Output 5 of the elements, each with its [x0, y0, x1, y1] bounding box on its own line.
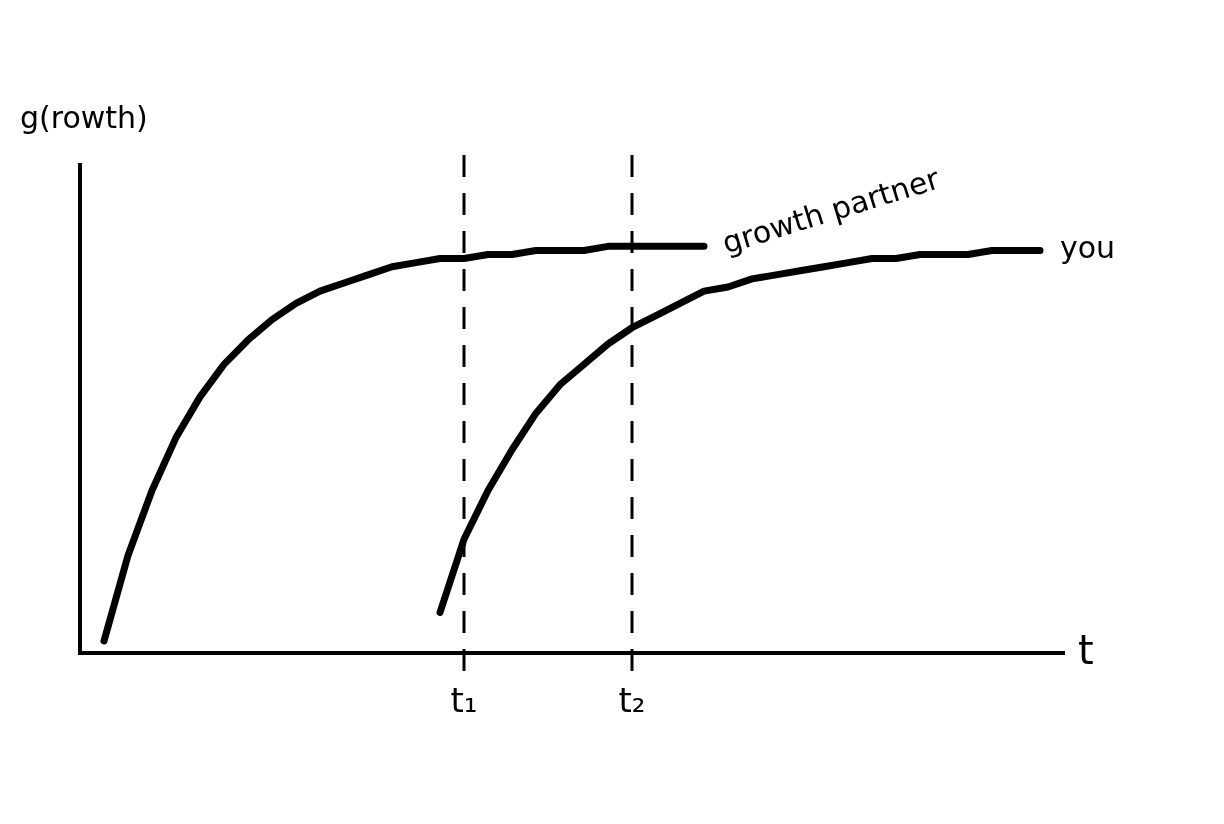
x-tick-label: t₂ [618, 680, 646, 721]
x-tick-label: t₁ [450, 680, 478, 721]
series-label: you [1060, 230, 1116, 266]
y-axis-title: g(rowth) [20, 99, 148, 135]
x-axis-title: t [1078, 626, 1094, 673]
